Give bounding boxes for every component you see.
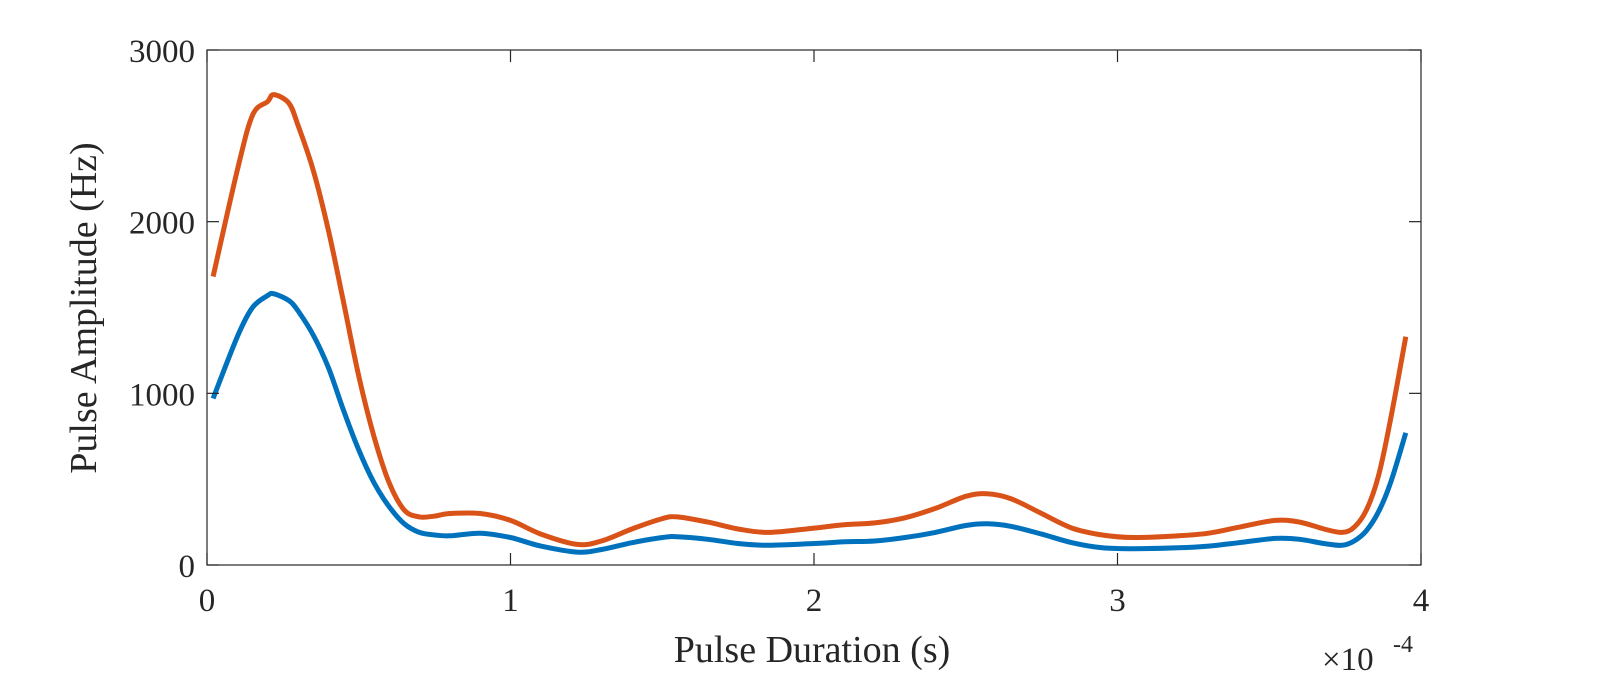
series-line-1 <box>210 290 1409 555</box>
series-line-2 <box>210 92 1409 548</box>
y-axis-label: Pulse Amplitude (Hz) <box>63 142 105 473</box>
x-tick-label: 4 <box>1413 583 1430 619</box>
y-tick-label: 2000 <box>129 206 195 242</box>
x-tick-label: 3 <box>1109 583 1126 619</box>
y-tick-label: 1000 <box>129 377 195 413</box>
x-exponent-power: -4 <box>1393 632 1413 658</box>
y-tick-labels: 0 1000 2000 3000 <box>129 34 195 585</box>
y-tick-label: 3000 <box>129 34 195 70</box>
x-tick-label: 2 <box>806 583 823 619</box>
tick-layer <box>206 49 1422 566</box>
x-tick-labels: 0 1 2 3 4 <box>199 583 1430 619</box>
plot-area-background <box>207 50 1421 565</box>
x-tick-label: 1 <box>502 583 519 619</box>
x-exponent-base: ×10 <box>1322 642 1374 678</box>
x-tick-label: 0 <box>199 583 216 619</box>
series-layer <box>210 92 1409 555</box>
x-exponent-label: ×10 -4 <box>1322 632 1413 678</box>
y-tick-label: 0 <box>179 549 196 585</box>
x-axis-label: Pulse Duration (s) <box>674 629 951 671</box>
